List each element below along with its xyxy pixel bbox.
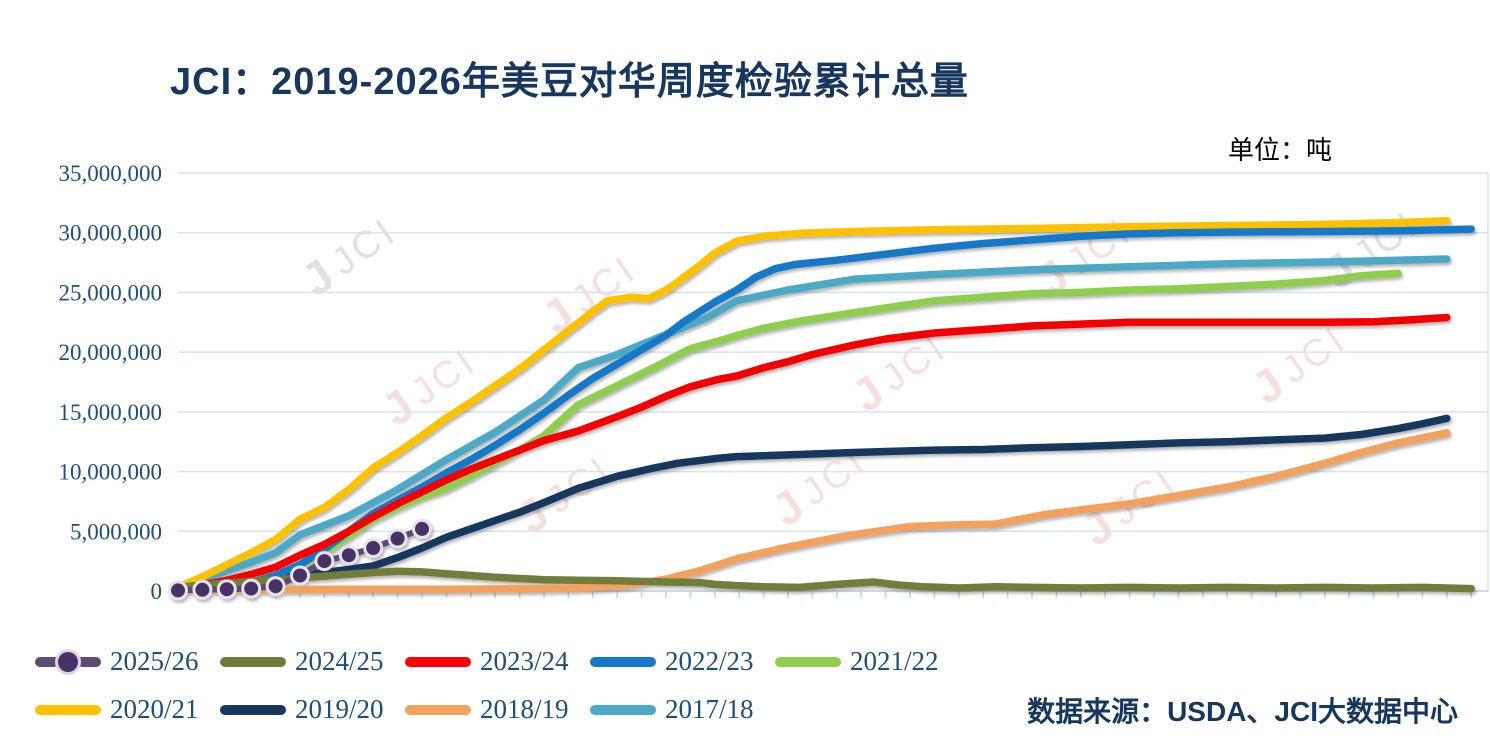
y-axis-label: 15,000,000 (59, 400, 163, 425)
legend-item-2021-22: 2021/22 (775, 646, 960, 677)
svg-text:JCI: JCI (564, 248, 645, 322)
series-marker-2025-26 (290, 565, 310, 586)
legend-swatch (405, 656, 471, 667)
series-marker-2025-26 (387, 528, 408, 549)
legend-swatch (220, 704, 286, 715)
legend-label: 2019/20 (295, 694, 384, 724)
legend-swatch (35, 704, 101, 715)
unit-label: 单位：吨 (1228, 135, 1333, 165)
series-marker-2025-26 (338, 545, 359, 566)
y-axis-label: 10,000,000 (59, 460, 163, 485)
series-marker-2025-26 (168, 580, 188, 601)
svg-text:JCI: JCI (1346, 203, 1427, 277)
legend-item-2020-21: 2020/21 (35, 694, 220, 725)
series-line-2024-25 (174, 567, 1475, 593)
legend-label: 2024/25 (295, 646, 384, 676)
legend-item-2025-26: 2025/26 (35, 646, 220, 677)
series-line-2018-19 (174, 429, 1451, 594)
legend-item-2017-18: 2017/18 (590, 694, 775, 725)
series-marker-2025-26 (192, 579, 213, 600)
series-marker-2025-26 (216, 579, 237, 600)
legend-label: 2017/18 (665, 694, 754, 724)
svg-text:JCI: JCI (1059, 210, 1140, 284)
legend-swatch (590, 656, 656, 667)
legend-item-2022-23: 2022/23 (590, 646, 775, 677)
chart-title: JCI：2019-2026年美豆对华周度检验累计总量 (170, 61, 969, 103)
series-marker-2025-26 (412, 518, 432, 539)
legend-label: 2025/26 (110, 646, 199, 676)
legend-swatch (405, 704, 471, 715)
legend-swatch (35, 651, 101, 672)
legend-item-2019-20: 2019/20 (220, 694, 405, 725)
series-line-2017-18 (174, 255, 1451, 593)
data-source-label: 数据来源：USDA、JCI大数据中心 (1027, 696, 1458, 727)
svg-text:JCI: JCI (1274, 318, 1355, 392)
legend-swatch (220, 656, 286, 667)
y-axis-label: 5,000,000 (70, 519, 162, 544)
legend-label: 2023/24 (480, 646, 569, 676)
y-axis-label: 25,000,000 (59, 280, 163, 305)
series-marker-2025-26 (241, 578, 262, 599)
legend-item-2024-25: 2024/25 (220, 646, 405, 677)
legend-item-2018-19: 2018/19 (405, 694, 590, 725)
legend-label: 2020/21 (110, 694, 199, 724)
legend-label: 2022/23 (665, 646, 754, 676)
legend-label: 2018/19 (480, 694, 569, 724)
legend-label: 2021/22 (850, 646, 939, 676)
y-axis-label: 35,000,000 (59, 161, 163, 186)
legend-row-2: 2020/21 2019/20 2018/19 2017/18 (35, 694, 775, 725)
legend-swatch (590, 704, 656, 715)
legend-row-1: 2025/26 2024/25 2023/24 2022/23 2021/22 (35, 646, 960, 677)
svg-text:JCI: JCI (324, 210, 405, 284)
y-axis-label: 30,000,000 (59, 221, 163, 246)
series-marker-2025-26 (363, 538, 384, 558)
y-axis-label: 20,000,000 (59, 340, 163, 365)
legend-item-2023-24: 2023/24 (405, 646, 590, 677)
y-axis-label: 0 (151, 579, 163, 604)
series-line-2020-21 (174, 217, 1451, 592)
series-line-2023-24 (174, 313, 1451, 593)
legend-swatch (775, 656, 841, 667)
series-marker-2025-26 (314, 551, 335, 572)
series-marker-2025-26 (265, 576, 286, 597)
